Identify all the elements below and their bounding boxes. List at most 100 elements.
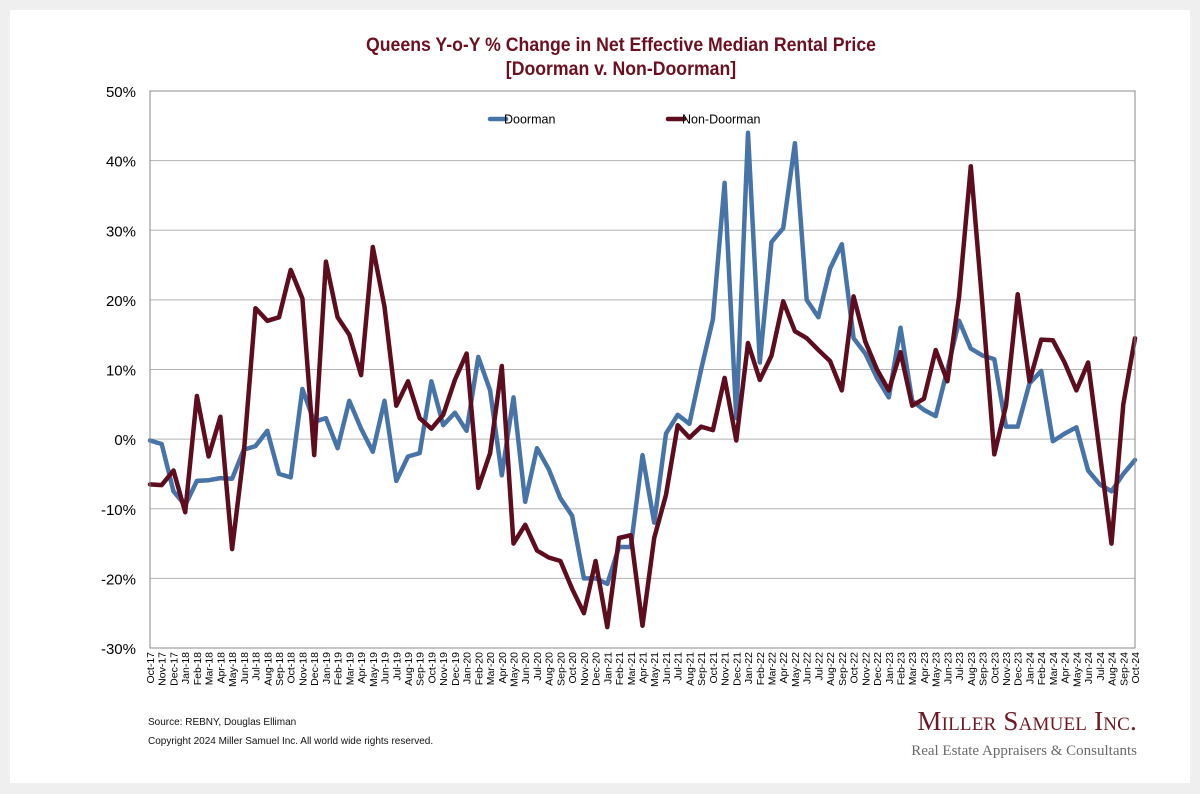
x-tick-label: Jun-24 — [1083, 652, 1095, 684]
legend-item-doorman: Doorman — [487, 113, 555, 127]
x-tick-label: Jan-19 — [321, 652, 333, 684]
x-tick-label: Jan-20 — [462, 652, 474, 684]
y-tick-label: 30% — [106, 223, 136, 240]
x-axis-ticks: Oct-17 Nov-17 Dec-17 Jan-18 Feb-18 Mar-18 Apr-… — [145, 652, 1142, 687]
x-tick-label: Oct-19 — [426, 652, 438, 684]
x-tick-label: Apr-21 — [638, 652, 650, 684]
x-tick-label: Sep-22 — [837, 652, 849, 686]
x-tick-label: Mar-18 — [204, 652, 216, 685]
x-tick-label: Nov-22 — [860, 652, 872, 686]
x-tick-label: Sep-19 — [415, 652, 427, 686]
x-tick-label: Mar-22 — [766, 652, 778, 685]
x-tick-label: Oct-21 — [708, 652, 720, 684]
x-tick-label: May-18 — [227, 652, 239, 687]
x-tick-label: Mar-23 — [907, 652, 919, 685]
y-tick-label: -10% — [101, 502, 136, 519]
x-tick-label: May-24 — [1071, 652, 1083, 687]
x-tick-label: Aug-19 — [403, 652, 415, 686]
x-tick-label: May-23 — [931, 652, 943, 687]
y-tick-label: 50% — [106, 84, 136, 101]
x-tick-label: Jul-23 — [954, 652, 966, 681]
y-tick-label: 20% — [106, 293, 136, 310]
series-lines — [147, 130, 1138, 630]
x-tick-label: Dec-22 — [872, 652, 884, 686]
x-tick-label: Aug-23 — [966, 652, 978, 686]
y-tick-label: 10% — [106, 363, 136, 380]
x-tick-label: May-20 — [509, 652, 521, 687]
x-tick-label: Apr-20 — [497, 652, 509, 684]
x-tick-label: Nov-21 — [720, 652, 732, 686]
legend-item-non-doorman: Non-Doorman — [665, 113, 761, 127]
y-tick-label: -20% — [101, 571, 136, 588]
copyright-note: Copyright 2024 Miller Samuel Inc. All wo… — [148, 736, 434, 747]
x-tick-label: Jan-24 — [1024, 652, 1036, 684]
x-tick-label: Jun-20 — [520, 652, 532, 684]
x-tick-label: Apr-19 — [356, 652, 368, 684]
x-tick-label: Dec-23 — [1013, 652, 1025, 686]
chart-title: Queens Y-o-Y % Change in Net Effective M… — [43, 34, 1198, 82]
x-tick-label: Apr-24 — [1060, 652, 1072, 684]
chart-card — [10, 10, 1190, 783]
x-tick-label: Feb-23 — [895, 652, 907, 685]
x-tick-label: May-22 — [790, 652, 802, 687]
legend-label: Non-Doorman — [682, 113, 761, 127]
x-tick-label: Dec-20 — [591, 652, 603, 686]
x-tick-label: Nov-19 — [438, 652, 450, 686]
x-tick-label: Aug-22 — [825, 652, 837, 686]
chart-title-line1: Queens Y-o-Y % Change in Net Effective M… — [366, 35, 876, 56]
x-tick-label: Dec-19 — [450, 652, 462, 686]
x-tick-label: Oct-23 — [989, 652, 1001, 684]
x-tick-label: Dec-21 — [731, 652, 743, 686]
x-tick-label: Apr-22 — [778, 652, 790, 684]
x-tick-label: Nov-18 — [297, 652, 309, 686]
x-tick-label: Jan-23 — [884, 652, 896, 684]
x-tick-label: May-19 — [368, 652, 380, 687]
x-tick-label: Aug-21 — [684, 652, 696, 686]
x-tick-label: Oct-20 — [567, 652, 579, 684]
x-tick-label: Jul-21 — [673, 652, 685, 681]
x-tick-label: Jul-19 — [391, 652, 403, 681]
x-tick-label: Jul-24 — [1095, 652, 1107, 681]
y-axis-ticks: -30% -20% -10% 0% 10% 20% 30% 40% 50% — [101, 84, 136, 658]
x-tick-label: Mar-21 — [626, 652, 638, 685]
source-note: Source: REBNY, Douglas Elliman — [148, 717, 297, 728]
x-tick-label: Aug-24 — [1107, 652, 1119, 686]
x-tick-label: Feb-19 — [333, 652, 345, 685]
chart-title-line2: [Doorman v. Non-Doorman] — [505, 59, 737, 80]
company-logo: Miller Samuel Inc. — [917, 706, 1137, 736]
x-tick-label: Sep-24 — [1118, 652, 1130, 686]
x-tick-label: Feb-21 — [614, 652, 626, 685]
x-tick-label: Nov-17 — [157, 652, 169, 686]
x-tick-label: Feb-22 — [755, 652, 767, 685]
x-tick-label: Jul-20 — [532, 652, 544, 681]
x-tick-label: Dec-17 — [168, 652, 180, 686]
x-tick-label: Jul-22 — [813, 652, 825, 681]
x-tick-label: Oct-17 — [145, 652, 157, 684]
x-tick-label: Nov-23 — [1001, 652, 1013, 686]
legend-label: Doorman — [504, 113, 555, 127]
x-tick-label: Oct-24 — [1130, 652, 1142, 684]
x-tick-label: Sep-21 — [696, 652, 708, 686]
x-tick-label: Dec-18 — [309, 652, 321, 686]
x-tick-label: Feb-18 — [192, 652, 204, 685]
y-tick-label: -30% — [101, 641, 136, 658]
x-tick-label: Jun-23 — [942, 652, 954, 684]
x-tick-label: Feb-20 — [473, 652, 485, 685]
x-tick-label: Mar-24 — [1048, 652, 1060, 685]
legend: Doorman Non-Doorman — [487, 113, 761, 127]
company-tagline: Real Estate Appraisers & Consultants — [911, 743, 1137, 759]
x-tick-label: May-21 — [649, 652, 661, 687]
x-tick-label: Jun-21 — [661, 652, 673, 684]
x-tick-label: Oct-18 — [286, 652, 298, 684]
plot-area-frame — [149, 90, 1136, 649]
x-tick-label: Mar-19 — [344, 652, 356, 685]
x-tick-label: Oct-22 — [849, 652, 861, 684]
x-tick-label: Jan-18 — [180, 652, 192, 684]
x-tick-label: Jun-18 — [239, 652, 251, 684]
x-tick-label: Aug-20 — [544, 652, 556, 686]
x-tick-label: Jan-22 — [743, 652, 755, 684]
x-tick-label: Jul-18 — [251, 652, 263, 681]
x-tick-label: Sep-20 — [555, 652, 567, 686]
y-tick-label: 0% — [114, 432, 136, 449]
x-tick-label: Aug-18 — [262, 652, 274, 686]
